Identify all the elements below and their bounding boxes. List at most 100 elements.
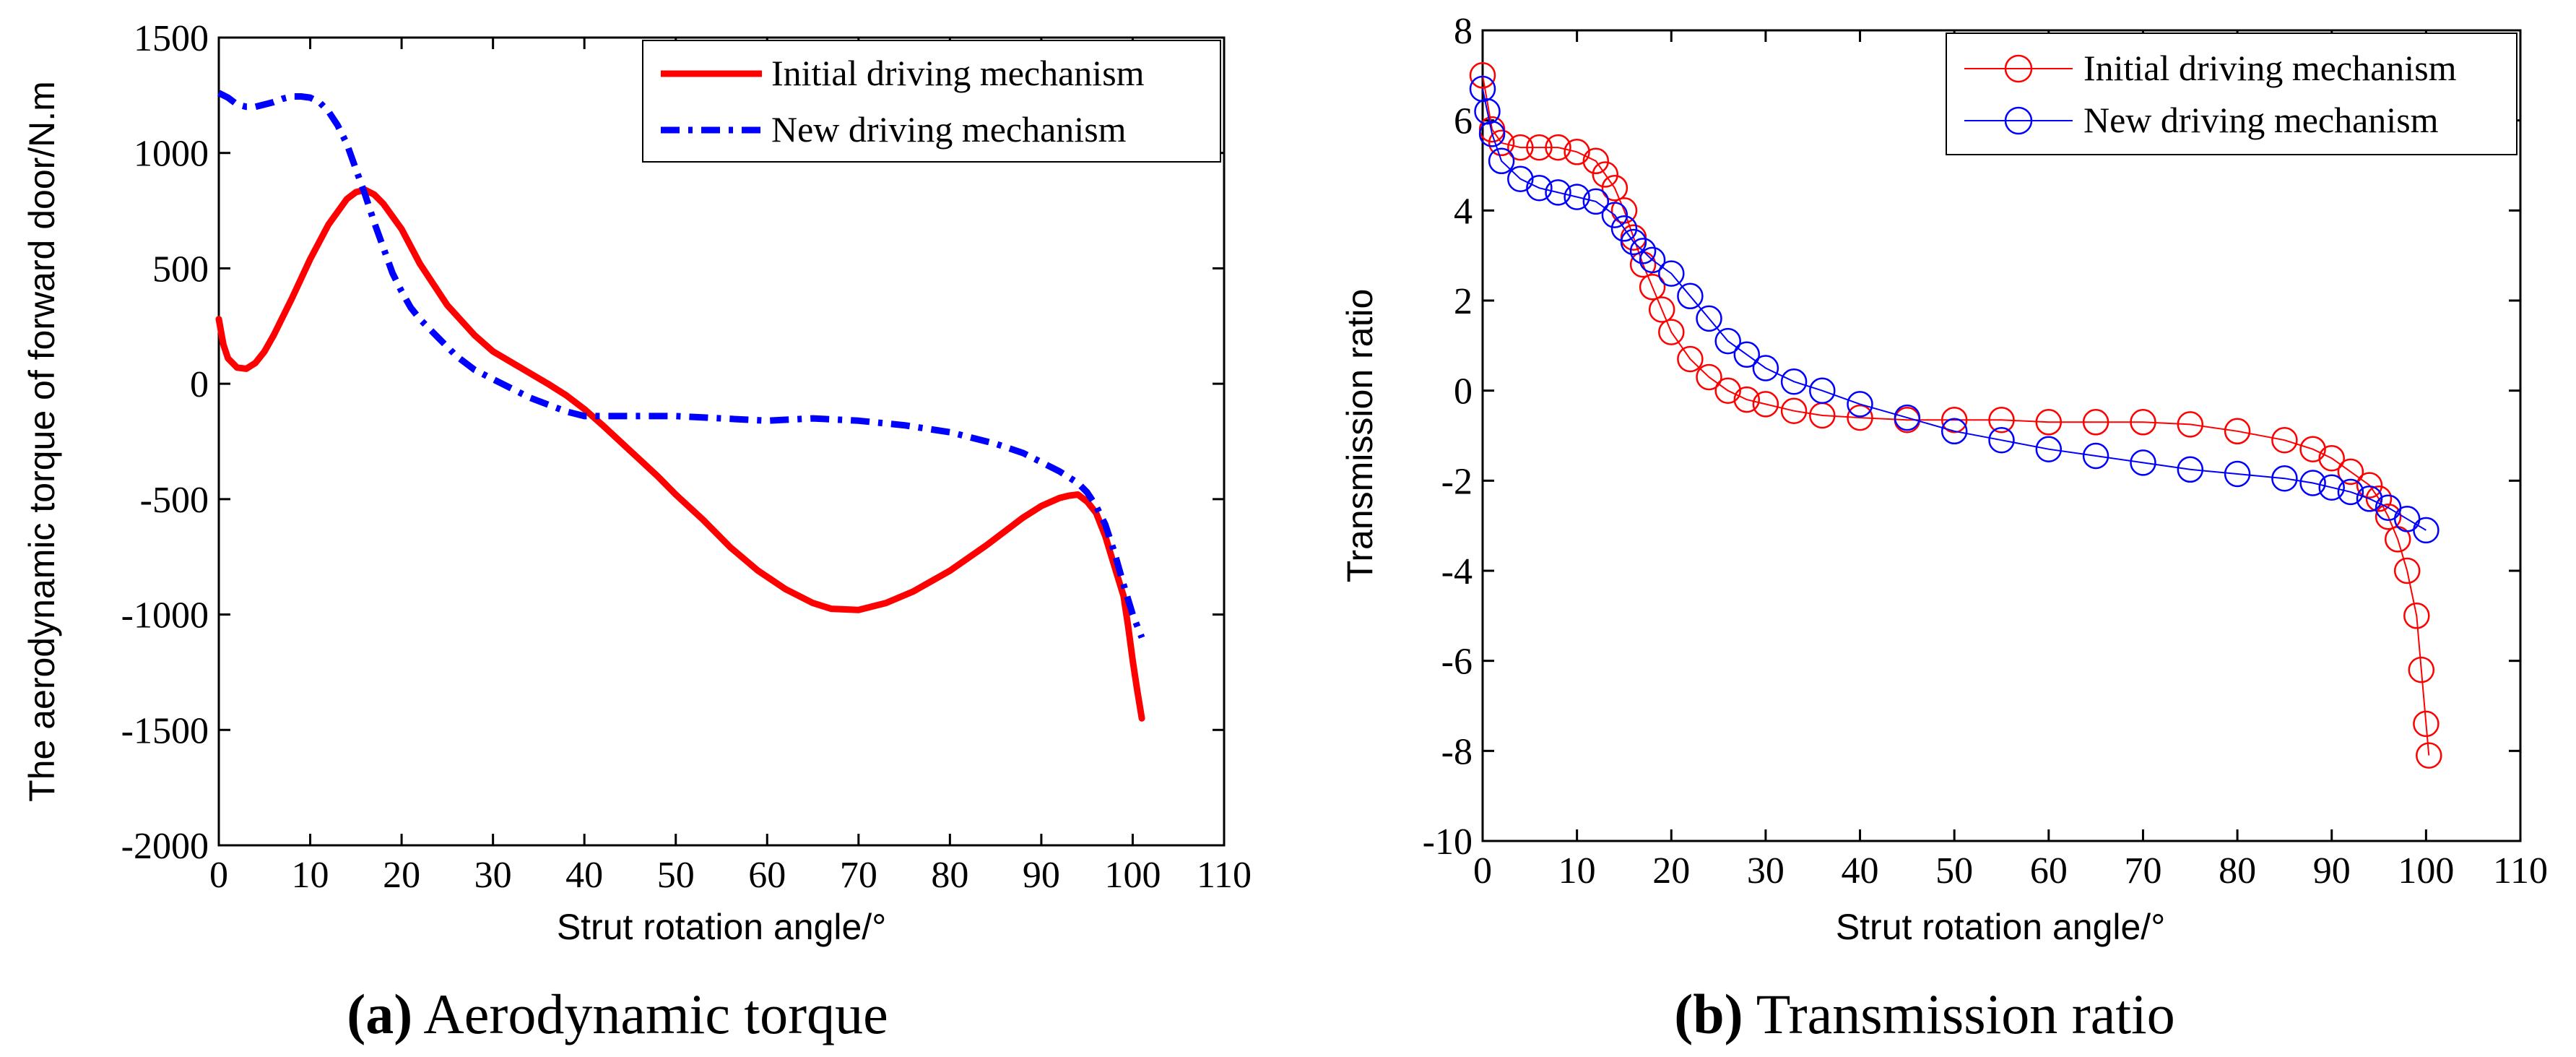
panel-b-series-initial-line <box>1482 75 2430 756</box>
panel-b-series-initial-point <box>1733 386 1761 413</box>
panel-b-ytick-label: -2 <box>1441 461 1473 502</box>
panel-b-ytick-label: 4 <box>1454 191 1473 232</box>
panel-b-caption: (b) Transmission ratio <box>1674 983 2174 1045</box>
panel-b-series-initial-point <box>2337 458 2364 486</box>
panel-b-series-new-point <box>2082 442 2109 470</box>
panel-b-series-new-point <box>2224 460 2251 488</box>
panel-a-xtick-label: 20 <box>383 855 420 896</box>
panel-b-series-new-point <box>2413 517 2440 544</box>
panel-b-ytick-label: 2 <box>1454 281 1473 322</box>
panel-b-series-new-point <box>2356 486 2383 512</box>
panel-b-series-new-point <box>1677 282 1704 310</box>
panel-a-xtick-label: 30 <box>474 855 512 896</box>
panel-b-series-new-point <box>1474 98 1501 125</box>
panel-b-series-initial-point <box>1526 134 1553 161</box>
legend-b-new-marker <box>2004 106 2033 135</box>
legend-a-new-label: New driving mechanism <box>771 109 1127 150</box>
panel-b-series-new-point <box>1940 418 1968 445</box>
panel-b-series-new-point <box>1809 377 1836 404</box>
panel-b-series-initial-point <box>1658 319 1685 345</box>
panel-a-xtick-label: 100 <box>1104 855 1161 896</box>
panel-b-series-new-point <box>2177 456 2204 483</box>
panel-b-legend: Initial driving mechanism New driving me… <box>1946 33 2518 155</box>
panel-b-series-initial-point <box>2224 418 2251 445</box>
panel-a-xtick-label: 0 <box>209 855 228 896</box>
panel-a-ytick-label: 1500 <box>134 18 209 59</box>
panel-a-ytick-label: -1000 <box>121 595 209 637</box>
panel-b-series-initial-point <box>2318 444 2345 472</box>
panel-a-ticks: 0 10 20 30 40 50 60 70 80 90 100 110 -2000 -1500 -1000… <box>121 18 1252 896</box>
panel-b-ytick-label: -8 <box>1441 731 1473 772</box>
panel-b-series-initial-point <box>1696 363 1722 391</box>
panel-b-series-new-point <box>1582 188 1610 215</box>
panel-b-series-new-point <box>1526 174 1553 202</box>
panel-a-ytick-label: 0 <box>190 364 209 405</box>
panel-a-series <box>215 90 1145 722</box>
panel-b-series-initial-point <box>1780 397 1808 424</box>
panel-b-series-initial-point <box>2356 472 2383 499</box>
panel-b-series-initial-point <box>1582 147 1610 175</box>
panel-b-series-new-point <box>2318 474 2345 501</box>
panel-b-ytick-label: -10 <box>1423 821 1473 863</box>
panel-b-series-initial-point <box>2271 426 2298 454</box>
panel-a: 0 10 20 30 40 50 60 70 80 90 100 110 -2000 -1500 -1000… <box>22 18 1252 1045</box>
panel-a-xlabel: Strut rotation angle/° <box>557 907 886 947</box>
panel-a-ytick-label: 500 <box>152 249 209 290</box>
panel-b-xtick-label: 10 <box>1558 850 1596 892</box>
panel-b-series-new-point <box>2299 470 2326 496</box>
panel-b-series-new-point <box>1545 179 1571 206</box>
panel-b-series-initial-point <box>1847 404 1873 431</box>
panel-b-ylabel: Transmission ratio <box>1340 289 1380 583</box>
panel-a-xtick-label: 70 <box>840 855 877 896</box>
panel-b-series-initial-point <box>1714 377 1741 404</box>
panel-b-xtick-label: 20 <box>1652 850 1690 892</box>
panel-a-xtick-label: 10 <box>292 855 329 896</box>
panel-b-series-initial-point <box>2403 603 2430 629</box>
panel-b-ytick-label: 0 <box>1454 371 1473 413</box>
panel-b-series-new-point <box>1847 391 1873 418</box>
panel-b-series-new-point <box>1733 341 1761 368</box>
panel-b-xlabel: Strut rotation angle/° <box>1836 907 2165 947</box>
panel-b-series-initial-point <box>1648 296 1675 323</box>
panel-b-series-initial-point <box>1507 134 1534 161</box>
panel-a-series-initial-line <box>215 186 1145 722</box>
panel-b-series-new-point <box>1507 165 1534 192</box>
panel-b-ytick-label: 8 <box>1454 11 1473 52</box>
panel-a-xtick-label: 40 <box>565 855 603 896</box>
panel-b-series-new-point <box>1658 260 1685 287</box>
panel-a-xtick-label: 90 <box>1023 855 1060 896</box>
panel-b-series-initial-point <box>1488 129 1515 157</box>
legend-a-initial-label: Initial driving mechanism <box>771 53 1145 93</box>
panel-b-series-new-point <box>2130 449 2156 476</box>
panel-a-ytick-label: -500 <box>140 480 209 521</box>
panel-b-xtick-label: 110 <box>2493 850 2548 892</box>
panel-b-series-initial-point <box>1752 391 1779 418</box>
panel-b-series-initial-point <box>1601 174 1629 202</box>
panel-b-series-new-point <box>1469 75 1496 103</box>
panel-b-series-new-point <box>1639 246 1666 274</box>
panel-b-series-new-point <box>1488 147 1515 175</box>
panel-b: 0 10 20 30 40 50 60 70 80 90 100 110 -10 -8 -6 -4 -2 0 2 4 6… <box>1340 11 2548 1045</box>
panel-b-series-new-point <box>1620 228 1647 256</box>
panel-b-xtick-label: 50 <box>1935 850 1973 892</box>
panel-b-series-initial-point <box>1677 345 1704 373</box>
panel-a-xtick-label: 110 <box>1197 855 1252 896</box>
panel-b-series-initial-point <box>2375 503 2402 530</box>
panel-a-legend: Initial driving mechanism New driving me… <box>642 40 1221 163</box>
legend-b-initial-label: Initial driving mechanism <box>2083 48 2457 88</box>
panel-b-ytick-label: -4 <box>1441 551 1473 592</box>
panel-b-xtick-label: 0 <box>1473 850 1492 892</box>
panel-b-series-initial-point <box>2413 710 2440 738</box>
panel-b-series-new-point <box>1478 121 1506 147</box>
panel-b-series-initial-point <box>2177 411 2204 438</box>
panel-b-series-initial-point <box>2365 486 2393 512</box>
panel-a-ytick-label: 1000 <box>134 134 209 175</box>
panel-b-series-initial-point <box>1592 161 1619 188</box>
panel-b-series-initial-point <box>2299 436 2326 462</box>
legend-b-new-label: New driving mechanism <box>2083 100 2439 140</box>
panel-b-ytick-label: -6 <box>1441 642 1473 683</box>
panel-a-series-new-line <box>217 90 1145 639</box>
panel-b-xtick-label: 60 <box>2030 850 2068 892</box>
legend-b-initial-marker <box>2004 54 2033 83</box>
